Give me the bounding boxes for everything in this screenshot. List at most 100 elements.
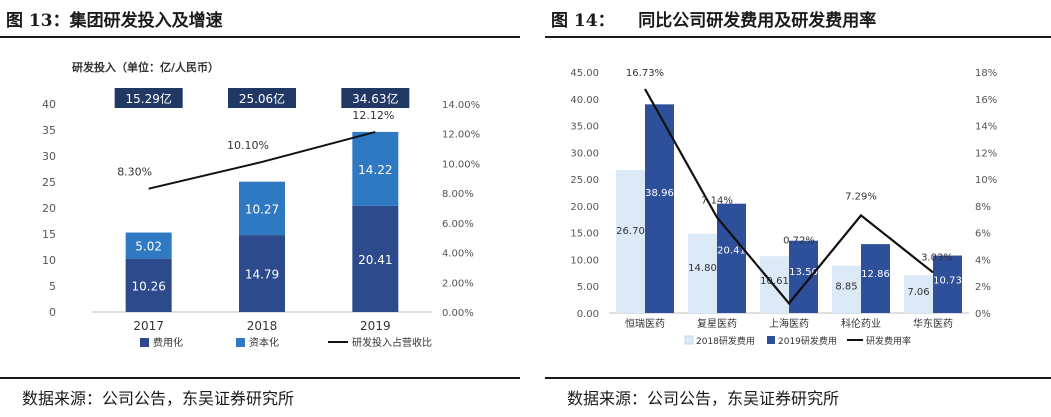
right-y2-tick-label: 16% — [975, 95, 997, 106]
left-bar-expensed-label: 10.26 — [131, 279, 165, 293]
left-source-rule — [0, 377, 520, 379]
left-x-tick-label: 2019 — [360, 319, 391, 333]
right-rate-label: 7.14% — [701, 195, 733, 206]
right-rate-label: 7.29% — [845, 191, 877, 202]
left-y-tick-label: 30 — [42, 150, 56, 163]
left-x-tick-label: 2017 — [133, 319, 164, 333]
left-y2-tick-label: 0.00% — [442, 308, 474, 319]
right-bar-2018 — [616, 170, 645, 313]
right-bar-2019 — [645, 104, 674, 313]
right-y2-tick-label: 14% — [975, 122, 997, 133]
right-bar-2019-label: 10.73 — [933, 276, 962, 287]
left-y2-tick-label: 4.00% — [442, 249, 474, 260]
left-total-label: 25.06亿 — [239, 91, 285, 106]
right-title-rule — [545, 36, 1051, 38]
right-y2-tick-label: 18% — [975, 68, 997, 79]
right-bar-2018 — [904, 275, 933, 313]
left-bar-capitalized — [125, 232, 172, 259]
left-bar-capitalized-label: 10.27 — [245, 202, 279, 216]
right-y2-tick-label: 0% — [975, 309, 991, 320]
right-y-tick-label: 15.00 — [570, 229, 599, 240]
right-legend-2018: 2018研发费用 — [696, 335, 755, 347]
right-figure: 图 14： 同比公司研发费用及研发费用率 0.00 5.00 10.00 15.00 2… — [545, 0, 1051, 417]
right-x-tick-label: 复星医药 — [697, 317, 737, 330]
left-y2-tick-label: 14.00% — [442, 100, 480, 111]
left-bar-expensed — [352, 205, 399, 312]
right-bar-2019-label: 20.41 — [717, 246, 746, 257]
left-bar-capitalized — [352, 131, 399, 206]
right-y2-tick-label: 4% — [975, 255, 991, 266]
left-legend-swatch-capitalized — [236, 338, 245, 347]
left-y2-tick-label: 2.00% — [442, 278, 474, 289]
left-y2-tick-label: 8.00% — [442, 189, 474, 200]
right-rate-label: 3.03% — [921, 252, 953, 263]
right-bar-2019 — [861, 244, 890, 313]
left-y2-tick-label: 10.00% — [442, 159, 480, 170]
right-y-tick-label: 45.00 — [570, 68, 599, 79]
left-total-label: 15.29亿 — [125, 91, 171, 106]
left-ratio-label: 10.10% — [227, 139, 269, 152]
left-y-tick-label: 20 — [42, 202, 56, 215]
left-bar-capitalized-label: 5.02 — [135, 240, 162, 254]
left-source-text: 数据来源：公司公告，东吴证券研究所 — [22, 389, 295, 408]
left-y-tick-label: 15 — [42, 228, 56, 241]
right-bar-2019-label: 13.50 — [789, 267, 818, 278]
left-total-box — [114, 88, 183, 108]
right-bar-2018-label: 10.61 — [760, 276, 789, 287]
right-x-tick-label: 科伦药业 — [841, 317, 881, 330]
right-rate-label: 0.72% — [783, 235, 815, 246]
left-unit-label: 研发投入（单位：亿/人民币） — [72, 60, 219, 74]
left-title-rule — [0, 36, 520, 38]
left-x-tick-label: 2018 — [247, 319, 278, 333]
left-bar-capitalized — [239, 181, 285, 236]
right-bar-2018 — [832, 265, 861, 313]
right-source-rule — [545, 377, 1051, 379]
right-bar-2019-label: 38.96 — [645, 188, 674, 199]
right-y-tick-label: 10.00 — [570, 255, 599, 266]
left-y-tick-label: 0 — [49, 306, 56, 319]
left-legend-ratio: 研发投入占营收比 — [352, 336, 432, 349]
left-bar-expensed-label: 20.41 — [358, 253, 392, 267]
right-y-tick-label: 30.00 — [570, 148, 599, 159]
left-legend-expensed: 费用化 — [153, 336, 183, 349]
right-y2-tick-label: 12% — [975, 148, 997, 159]
left-y2-tick-label: 6.00% — [442, 219, 474, 230]
right-y2-tick-label: 8% — [975, 202, 991, 213]
right-figure-title: 图 14： 同比公司研发费用及研发费用率 — [551, 11, 877, 31]
left-y-tick-label: 35 — [42, 124, 56, 137]
right-bar-2019 — [789, 240, 818, 313]
right-legend-2019: 2019研发费用 — [778, 335, 837, 347]
right-chart: 0.00 5.00 10.00 15.00 20.00 25.00 30.00 35.00 40… — [570, 68, 997, 347]
left-legend-swatch-expensed — [140, 338, 149, 347]
right-bar-2019 — [717, 203, 746, 313]
left-legend-capitalized: 资本化 — [249, 336, 279, 349]
left-total-box — [228, 88, 296, 108]
right-rate-label: 16.73% — [626, 68, 664, 79]
left-bar-expensed — [125, 258, 172, 312]
right-bar-2018-label: 7.06 — [907, 287, 929, 298]
right-y2-tick-label: 2% — [975, 282, 991, 293]
right-x-tick-label: 恒瑞医药 — [625, 317, 665, 330]
right-y-tick-label: 5.00 — [577, 282, 599, 293]
left-figure-title: 图 13：集团研发投入及增速 — [6, 11, 223, 31]
left-y-tick-label: 10 — [42, 254, 56, 267]
left-chart: 研发投入（单位：亿/人民币） 0 5 10 15 20 25 30 35 40 0.00% 2.00%… — [42, 60, 480, 349]
right-y-tick-label: 0.00 — [577, 309, 599, 320]
left-y-tick-label: 5 — [49, 280, 56, 293]
right-source-text: 数据来源：公司公告，东吴证券研究所 — [567, 389, 840, 408]
right-legend-swatch-2018 — [684, 335, 694, 345]
left-y-tick-label: 25 — [42, 176, 56, 189]
right-bar-2019 — [933, 255, 962, 313]
right-x-tick-label: 上海医药 — [769, 317, 809, 330]
right-legend-rate: 研发费用率 — [866, 335, 911, 347]
right-y-tick-label: 25.00 — [570, 175, 599, 186]
right-y-tick-label: 20.00 — [570, 202, 599, 213]
left-y2-tick-label: 12.00% — [442, 130, 480, 141]
right-bar-2018-label: 26.70 — [616, 226, 645, 237]
right-bar-2018 — [688, 233, 717, 313]
right-legend-swatch-2019 — [767, 336, 775, 344]
right-bar-2018-label: 14.80 — [688, 263, 717, 274]
right-y2-tick-label: 10% — [975, 175, 997, 186]
left-total-box — [341, 88, 410, 108]
right-bar-2019-label: 12.86 — [861, 269, 890, 280]
